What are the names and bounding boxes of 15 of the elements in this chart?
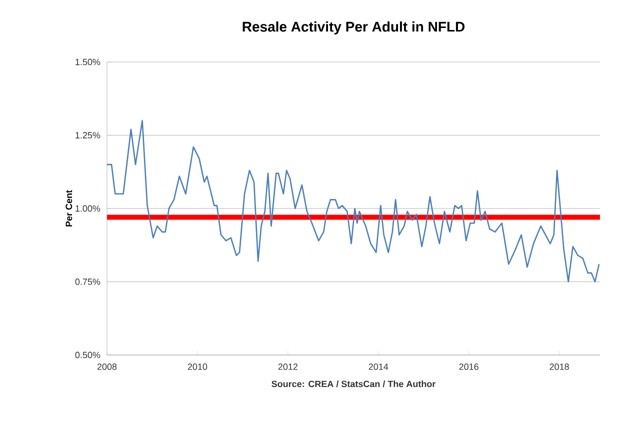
line-series [106,120,600,282]
chart-title: Resale Activity Per Adult in NFLD [242,21,465,34]
source-note: Source: CREA / StatsCan / The Author [272,380,436,388]
x-tick-label: 2014 [368,364,388,370]
y-tick-label: 1.50% [76,58,100,66]
y-axis-title: Per Cent [66,190,72,226]
x-tick-label: 2010 [188,364,208,370]
y-tick-label: 0.50% [75,352,100,358]
y-tick-label: 1.00% [76,205,100,212]
x-tick-label: 2018 [550,364,569,370]
y-tick-label: 1.25% [76,132,100,138]
x-tick-label: 2016 [459,364,478,370]
x-tick-label: 2008 [97,364,117,370]
x-tick-label: 2012 [278,364,298,370]
y-tick-label: 0.75% [75,278,100,285]
